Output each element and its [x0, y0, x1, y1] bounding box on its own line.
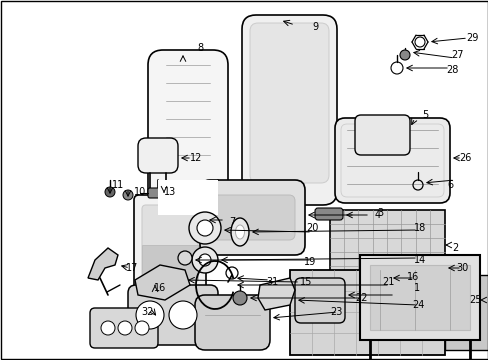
Polygon shape	[88, 248, 118, 280]
Text: 20: 20	[305, 223, 318, 233]
FancyBboxPatch shape	[249, 23, 328, 183]
FancyBboxPatch shape	[354, 115, 409, 155]
Text: 5: 5	[421, 110, 427, 120]
Text: 16: 16	[406, 272, 418, 282]
Text: 28: 28	[445, 65, 457, 75]
Circle shape	[136, 301, 163, 329]
Text: 6: 6	[446, 180, 452, 190]
FancyBboxPatch shape	[148, 50, 227, 225]
Text: 14: 14	[413, 255, 425, 265]
Text: 22: 22	[355, 293, 367, 303]
Ellipse shape	[235, 225, 244, 239]
Text: 8: 8	[197, 43, 203, 53]
Text: 24: 24	[411, 300, 423, 310]
Circle shape	[118, 321, 132, 335]
Text: 3: 3	[376, 208, 382, 218]
Bar	[359, 255, 479, 340]
Text: 16: 16	[154, 283, 166, 293]
Text: 17: 17	[125, 263, 138, 273]
Circle shape	[197, 220, 213, 236]
FancyBboxPatch shape	[148, 188, 163, 198]
Circle shape	[399, 50, 409, 60]
Text: 2: 2	[451, 243, 457, 253]
Text: 19: 19	[303, 257, 315, 267]
Text: 29: 29	[465, 33, 477, 43]
Circle shape	[135, 321, 149, 335]
FancyBboxPatch shape	[128, 285, 218, 345]
Text: 31: 31	[265, 277, 278, 287]
Text: 13: 13	[163, 187, 176, 197]
FancyBboxPatch shape	[90, 308, 158, 348]
Circle shape	[178, 251, 192, 265]
Polygon shape	[135, 265, 190, 300]
Text: 7: 7	[228, 217, 235, 227]
Text: 27: 27	[451, 50, 463, 60]
FancyBboxPatch shape	[195, 295, 269, 350]
Text: 15: 15	[299, 277, 311, 287]
Bar	[142, 245, 198, 280]
FancyBboxPatch shape	[242, 15, 336, 205]
Polygon shape	[258, 278, 294, 310]
Bar	[444, 275, 488, 350]
FancyBboxPatch shape	[314, 208, 342, 220]
Bar	[369, 265, 469, 330]
Circle shape	[199, 254, 210, 266]
FancyBboxPatch shape	[294, 278, 345, 323]
Text: 21: 21	[381, 277, 393, 287]
Text: 25: 25	[468, 295, 480, 305]
Circle shape	[101, 321, 115, 335]
Circle shape	[105, 187, 115, 197]
Text: 26: 26	[458, 153, 470, 163]
Circle shape	[123, 190, 133, 200]
FancyBboxPatch shape	[142, 205, 198, 280]
Text: 10: 10	[134, 187, 146, 197]
Text: 12: 12	[189, 153, 202, 163]
Text: 1: 1	[413, 283, 419, 293]
Text: 23: 23	[329, 307, 342, 317]
Circle shape	[189, 212, 221, 244]
FancyBboxPatch shape	[134, 195, 205, 295]
Text: 18: 18	[413, 223, 425, 233]
FancyBboxPatch shape	[138, 138, 178, 173]
Text: 11: 11	[112, 180, 124, 190]
Circle shape	[169, 301, 197, 329]
Circle shape	[192, 247, 218, 273]
FancyBboxPatch shape	[200, 180, 305, 255]
Text: 4: 4	[374, 210, 380, 220]
Ellipse shape	[230, 218, 248, 246]
Circle shape	[232, 291, 246, 305]
FancyBboxPatch shape	[334, 118, 449, 203]
FancyBboxPatch shape	[439, 270, 479, 330]
Bar	[158, 180, 218, 215]
Text: 9: 9	[311, 22, 317, 32]
Text: 30: 30	[455, 263, 467, 273]
Bar	[329, 210, 444, 280]
FancyBboxPatch shape	[209, 195, 294, 240]
Text: 32: 32	[142, 307, 154, 317]
Bar	[289, 270, 444, 355]
